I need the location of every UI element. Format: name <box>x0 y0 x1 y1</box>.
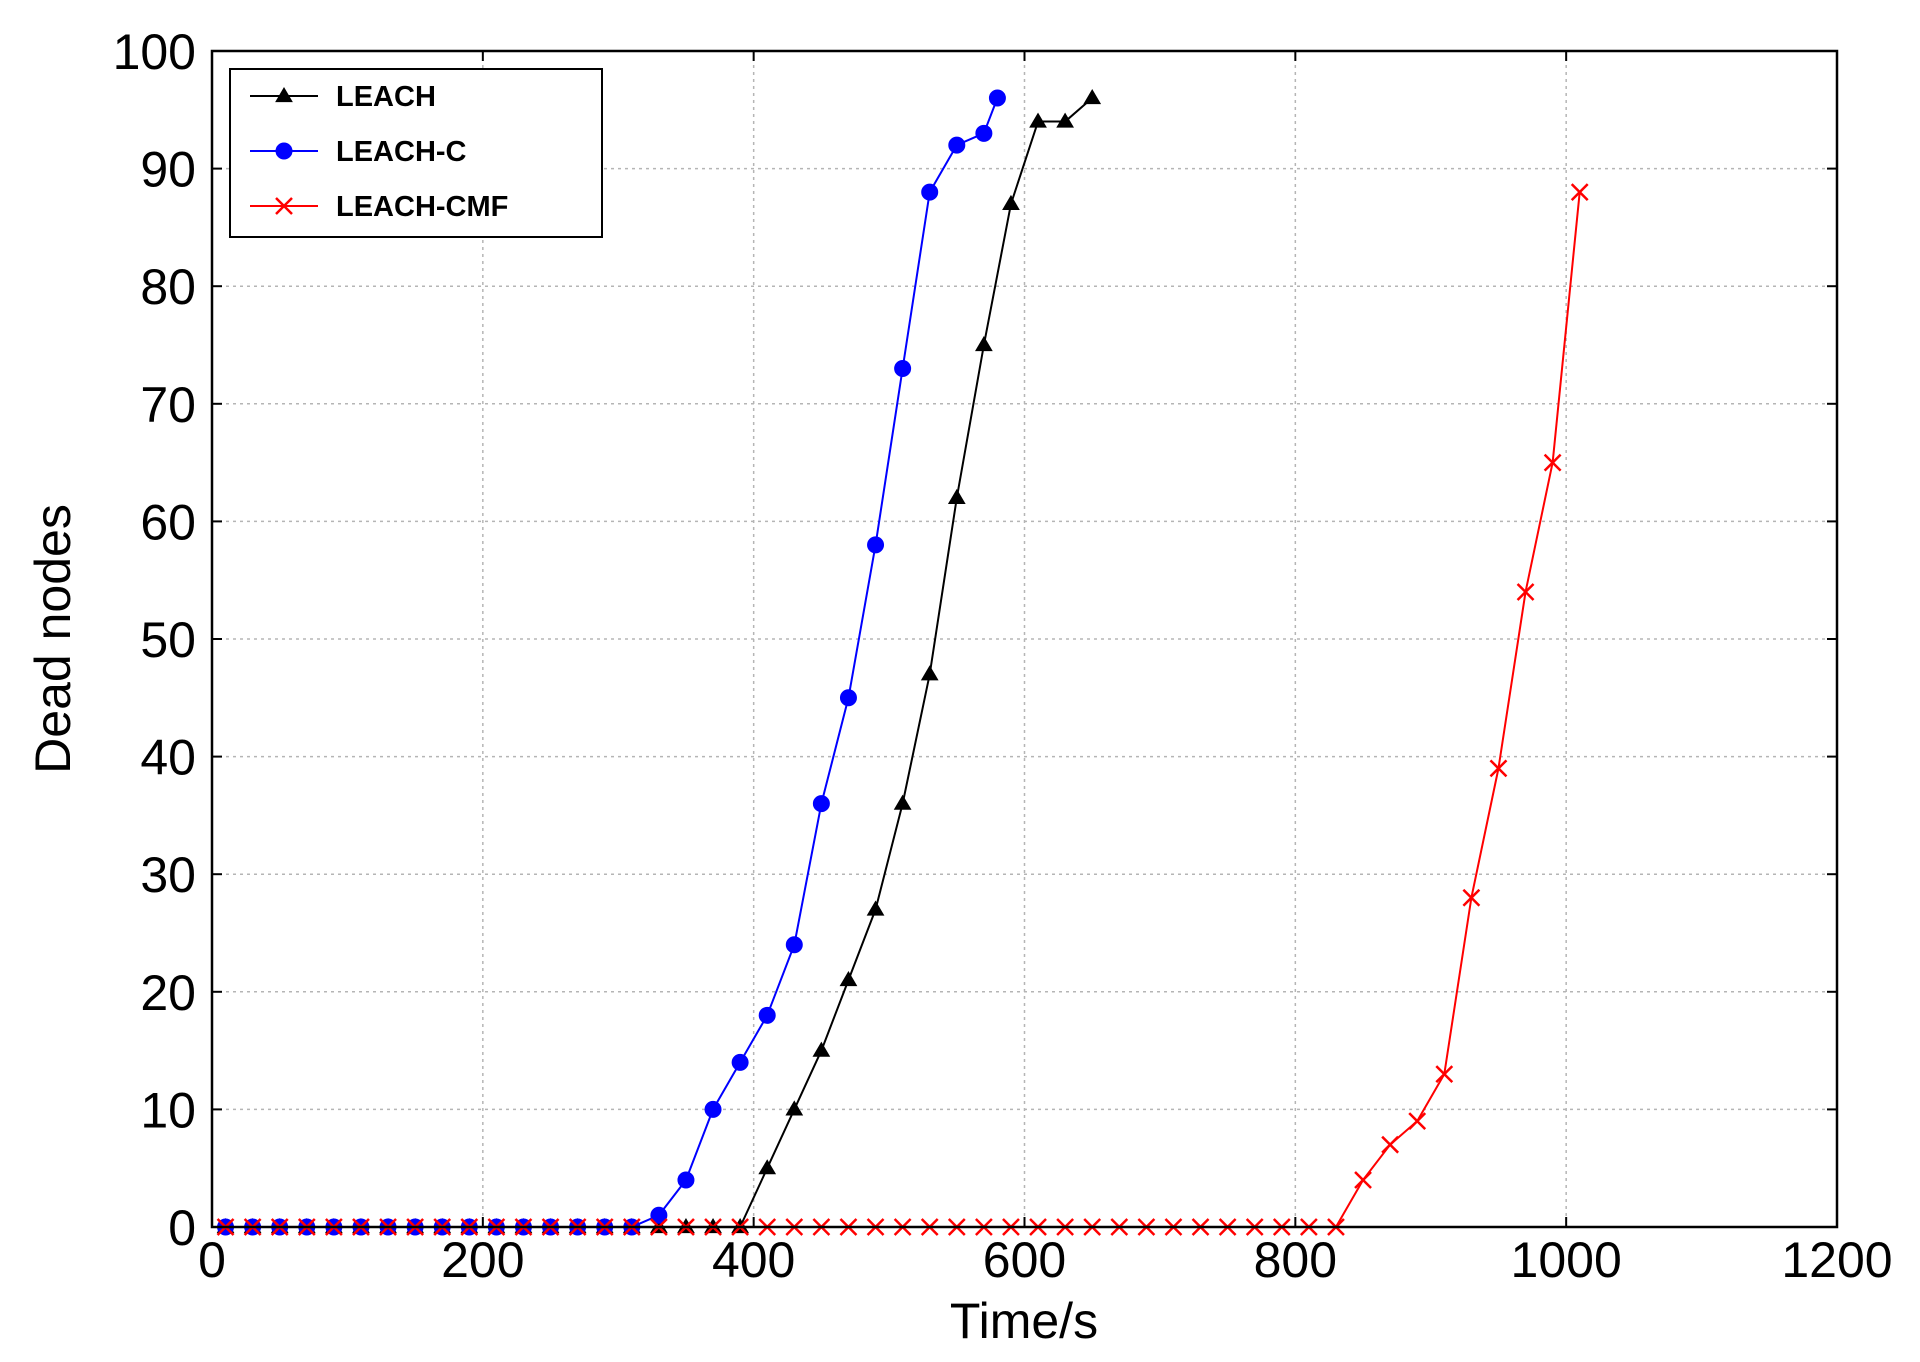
y-tick-label: 0 <box>168 1200 196 1256</box>
data-point-leach <box>1056 112 1074 128</box>
data-point-leach-cmf <box>1570 183 1589 202</box>
legend: LEACH LEACH-C LEACH-CMF <box>229 68 603 238</box>
legend-label-leach-c: LEACH-C <box>336 136 467 168</box>
data-point-leach <box>1029 112 1047 128</box>
data-point-leach-c <box>948 136 966 154</box>
y-tick-label: 20 <box>140 965 196 1021</box>
legend-entries: LEACH LEACH-C LEACH-CMF <box>250 81 508 223</box>
legend-marker-leach-cmf <box>275 197 293 215</box>
y-tick-label: 50 <box>140 612 196 668</box>
data-point-leach <box>920 665 939 681</box>
data-point-leach-c <box>758 1006 776 1024</box>
data-point-leach-c <box>988 89 1006 107</box>
data-point-leach-c <box>785 936 803 954</box>
y-tick-label: 70 <box>140 377 196 433</box>
tick-layer: 0 200 400 600 800 1000 1200 0 10 20 30 40 50 60 70 80 90… <box>113 24 1893 1288</box>
grid-lines <box>212 51 1837 1227</box>
data-point-leach <box>1002 194 1020 210</box>
data-point-leach-c <box>894 360 912 378</box>
x-tick-label: 1200 <box>1781 1232 1892 1288</box>
data-point-leach-c <box>677 1171 695 1189</box>
y-tick-label: 10 <box>140 1082 196 1138</box>
x-axis-title: Time/s <box>950 1293 1098 1349</box>
data-point-leach-c <box>867 536 885 554</box>
data-point-leach <box>839 971 858 987</box>
y-tick-label: 80 <box>140 259 196 315</box>
data-point-leach-c <box>812 795 830 813</box>
legend-label-leach-cmf: LEACH-CMF <box>336 191 508 223</box>
data-point-leach <box>947 488 966 504</box>
y-tick-label: 40 <box>140 730 196 786</box>
x-tick-label: 0 <box>198 1232 226 1288</box>
data-point-leach-c <box>650 1206 668 1224</box>
data-point-leach-c <box>839 689 857 707</box>
legend-marker-leach <box>275 87 293 103</box>
y-axis-title: Dead nodes <box>25 504 81 774</box>
data-point-leach-c <box>921 183 939 201</box>
data-point-leach-cmf <box>1462 888 1481 907</box>
legend-label-leach: LEACH <box>336 81 436 113</box>
legend-entry-leach-c: LEACH-C <box>250 136 467 168</box>
x-tick-label: 1000 <box>1511 1232 1622 1288</box>
data-point-leach-cmf <box>1435 1065 1454 1084</box>
x-tick-label: 800 <box>1254 1232 1337 1288</box>
data-point-leach-cmf <box>1516 583 1535 601</box>
y-tick-label: 90 <box>140 142 196 198</box>
data-point-leach <box>785 1100 804 1116</box>
y-tick-label: 30 <box>140 847 196 903</box>
data-point-leach <box>866 900 885 916</box>
data-point-leach-cmf <box>1354 1171 1372 1189</box>
data-point-leach-c <box>975 124 993 142</box>
legend-entry-leach: LEACH <box>250 81 436 113</box>
y-tick-label: 60 <box>140 494 196 550</box>
data-point-leach <box>758 1159 777 1175</box>
x-tick-label: 600 <box>983 1232 1066 1288</box>
x-tick-label: 200 <box>441 1232 524 1288</box>
data-point-leach-c <box>704 1100 722 1118</box>
data-point-leach-cmf <box>1381 1135 1400 1154</box>
data-point-leach <box>975 336 993 352</box>
data-point-leach-cmf <box>1543 453 1562 472</box>
y-tick-label: 100 <box>113 24 196 80</box>
data-point-leach-c <box>731 1053 749 1071</box>
x-tick-label: 400 <box>712 1232 795 1288</box>
data-point-leach-cmf <box>1489 759 1508 778</box>
data-point-leach <box>893 794 912 810</box>
legend-marker-leach-c <box>275 142 293 160</box>
data-point-leach <box>812 1041 831 1057</box>
legend-entry-leach-cmf: LEACH-CMF <box>250 191 508 223</box>
data-point-leach <box>1083 89 1102 105</box>
data-point-leach-cmf <box>1408 1112 1427 1131</box>
